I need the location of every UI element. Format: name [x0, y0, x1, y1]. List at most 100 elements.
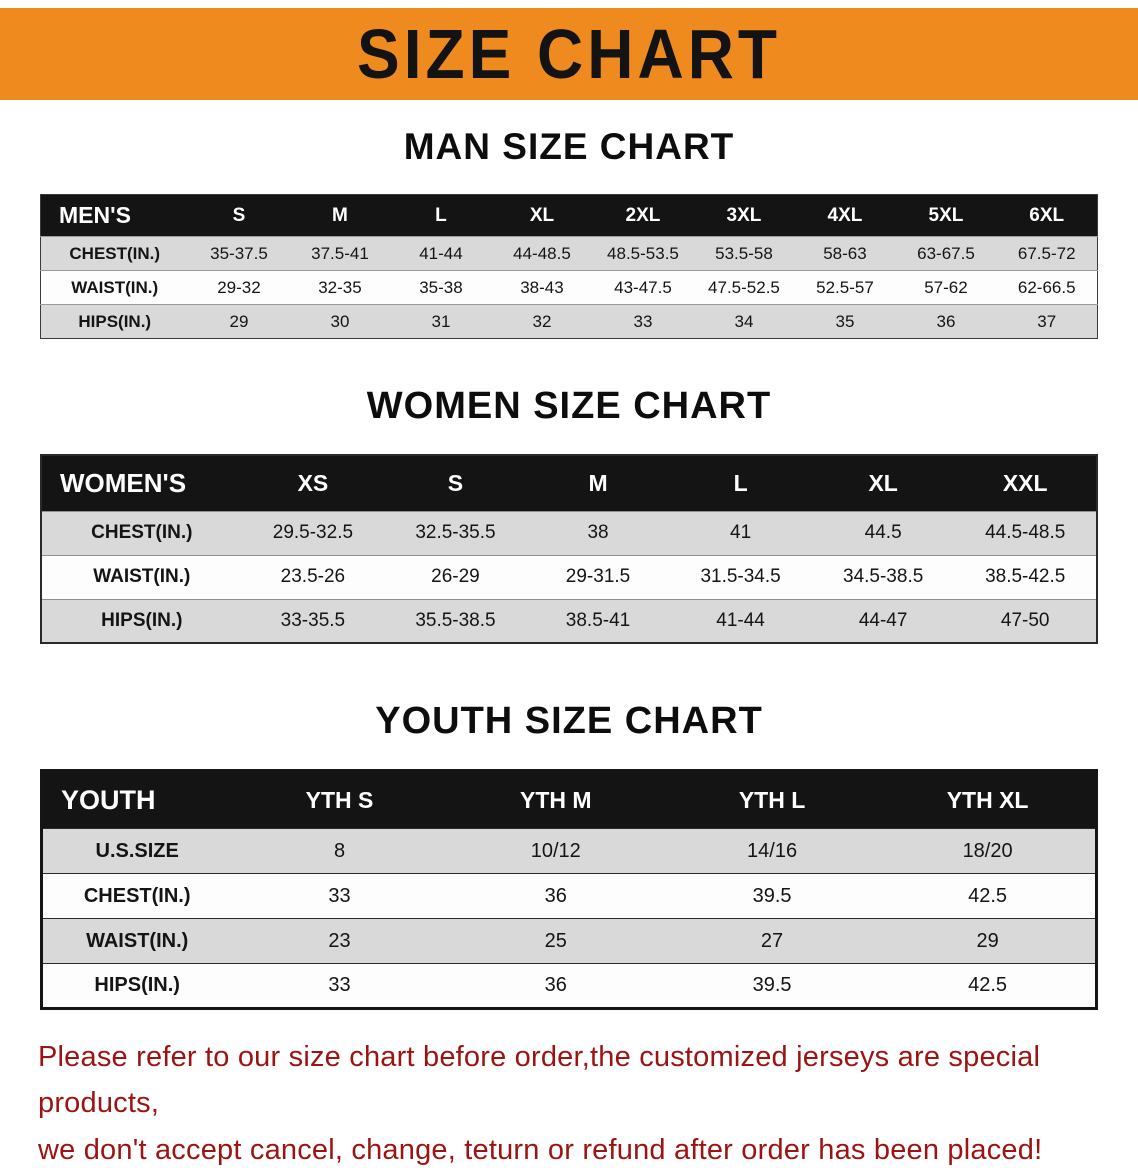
table-row: HIPS(IN.) 33 36 39.5 42.5 [41, 963, 1097, 1009]
size-value-cell: 29 [188, 304, 290, 339]
table-row: CHEST(IN.) 35-37.5 37.5-41 41-44 44-48.5 48.5… [40, 236, 1098, 271]
size-value-cell: 14/16 [663, 828, 881, 874]
women-size-table-header: WOMEN'S XS S M L XL XXL [41, 455, 1097, 511]
row-label: HIPS(IN.) [40, 304, 189, 339]
size-chart-page: SIZE CHART MAN SIZE CHART MEN'S S M L XL 2XL 3… [0, 8, 1138, 1166]
size-value-cell: 18/20 [880, 828, 1097, 874]
size-value-cell: 29-32 [188, 270, 290, 305]
size-column-header: YTH XL [880, 770, 1097, 829]
table-row: WAIST(IN.) 23.5-26 26-29 29-31.5 31.5-34.5 34… [41, 554, 1097, 599]
size-column-header: XXL [954, 455, 1097, 511]
size-value-cell: 58-63 [794, 236, 896, 271]
size-value-cell: 41 [669, 510, 812, 555]
size-value-cell: 42.5 [880, 873, 1097, 919]
size-column-header: 6XL [996, 194, 1098, 237]
size-value-cell: 31.5-34.5 [669, 554, 812, 599]
size-value-cell: 31 [390, 304, 492, 339]
size-value-cell: 48.5-53.5 [592, 236, 694, 271]
size-value-cell: 35.5-38.5 [384, 598, 527, 643]
table-row: WAIST(IN.) 23 25 27 29 [41, 918, 1097, 964]
row-label: CHEST(IN.) [41, 873, 232, 919]
size-value-cell: 52.5-57 [794, 270, 896, 305]
size-column-header: L [669, 455, 812, 511]
row-label: U.S.SIZE [41, 828, 232, 874]
size-column-header: S [384, 455, 527, 511]
size-value-cell: 47.5-52.5 [693, 270, 795, 305]
size-value-cell: 37 [996, 304, 1098, 339]
size-value-cell: 36 [895, 304, 997, 339]
table-row: CHEST(IN.) 29.5-32.5 32.5-35.5 38 41 44.5 44.5… [41, 510, 1097, 555]
row-label: HIPS(IN.) [41, 598, 242, 643]
women-size-chart-section: WOMEN SIZE CHART WOMEN'S XS S M L XL XXL CHEST… [0, 385, 1138, 644]
size-value-cell: 35-38 [390, 270, 492, 305]
size-value-cell: 53.5-58 [693, 236, 795, 271]
man-size-table-body: CHEST(IN.) 35-37.5 37.5-41 41-44 44-48.5 48.5… [40, 236, 1098, 339]
size-value-cell: 34 [693, 304, 795, 339]
table-row: HIPS(IN.) 33-35.5 35.5-38.5 38.5-41 41-44 44-… [41, 598, 1097, 643]
table-row: HIPS(IN.) 29 30 31 32 33 34 35 36 37 [40, 304, 1098, 339]
size-value-cell: 35-37.5 [188, 236, 290, 271]
size-value-cell: 26-29 [384, 554, 527, 599]
size-column-header: 2XL [592, 194, 694, 237]
man-size-chart-section: MAN SIZE CHART MEN'S S M L XL 2XL 3XL 4XL 5XL 6XL… [0, 126, 1138, 339]
header-row: MEN'S S M L XL 2XL 3XL 4XL 5XL 6XL [40, 194, 1098, 237]
size-value-cell: 36 [447, 873, 664, 919]
size-column-header: 5XL [895, 194, 997, 237]
size-value-cell: 38 [526, 510, 670, 555]
banner: SIZE CHART [0, 8, 1138, 100]
size-column-header: L [390, 194, 492, 237]
size-value-cell: 41-44 [390, 236, 492, 271]
size-value-cell: 8 [231, 828, 448, 874]
size-value-cell: 10/12 [447, 828, 664, 874]
women-size-table: WOMEN'S XS S M L XL XXL CHEST(IN.) 29.5-32.5 32.… [40, 454, 1098, 644]
man-size-table-header: MEN'S S M L XL 2XL 3XL 4XL 5XL 6XL [40, 194, 1098, 237]
row-label: HIPS(IN.) [41, 963, 232, 1009]
size-value-cell: 62-66.5 [996, 270, 1098, 305]
size-column-header: XL [491, 194, 593, 237]
size-column-header: 4XL [794, 194, 896, 237]
table-group-label: WOMEN'S [41, 455, 242, 511]
size-value-cell: 38.5-42.5 [954, 554, 1097, 599]
row-label: WAIST(IN.) [40, 270, 189, 305]
size-value-cell: 44.5 [811, 510, 955, 555]
disclaimer-line-1: Please refer to our size chart before or… [38, 1041, 1041, 1120]
size-value-cell: 33-35.5 [241, 598, 385, 643]
size-column-header: M [289, 194, 391, 237]
size-value-cell: 44-47 [811, 598, 955, 643]
size-value-cell: 38.5-41 [526, 598, 670, 643]
size-column-header: S [188, 194, 290, 237]
size-value-cell: 32-35 [289, 270, 391, 305]
size-value-cell: 29-31.5 [526, 554, 670, 599]
youth-size-table: YOUTH YTH S YTH M YTH L YTH XL U.S.SIZE 8 10/1… [40, 769, 1098, 1010]
size-value-cell: 35 [794, 304, 896, 339]
size-value-cell: 67.5-72 [996, 236, 1098, 271]
size-value-cell: 33 [592, 304, 694, 339]
size-value-cell: 23 [231, 918, 448, 964]
row-label: CHEST(IN.) [41, 510, 242, 555]
page-title: SIZE CHART [357, 15, 781, 93]
size-value-cell: 47-50 [954, 598, 1097, 643]
size-value-cell: 23.5-26 [241, 554, 385, 599]
youth-size-chart-section: YOUTH SIZE CHART YOUTH YTH S YTH M YTH L YTH… [0, 700, 1138, 1010]
table-row: WAIST(IN.) 29-32 32-35 35-38 38-43 43-47.5 47.… [40, 270, 1098, 305]
size-value-cell: 42.5 [880, 963, 1097, 1009]
size-value-cell: 33 [231, 963, 448, 1009]
women-size-chart-title: WOMEN SIZE CHART [366, 385, 772, 427]
size-value-cell: 33 [231, 873, 448, 919]
size-column-header: YTH M [447, 770, 664, 829]
size-value-cell: 57-62 [895, 270, 997, 305]
size-value-cell: 29.5-32.5 [241, 510, 385, 555]
table-row: U.S.SIZE 8 10/12 14/16 18/20 [41, 828, 1097, 874]
size-column-header: YTH L [663, 770, 881, 829]
size-column-header: XL [811, 455, 955, 511]
man-size-table: MEN'S S M L XL 2XL 3XL 4XL 5XL 6XL CHEST(IN.) 35-3… [40, 194, 1098, 339]
size-value-cell: 36 [447, 963, 664, 1009]
disclaimer: Please refer to our size chart before or… [0, 1034, 1138, 1173]
size-value-cell: 44-48.5 [491, 236, 593, 271]
header-row: WOMEN'S XS S M L XL XXL [41, 455, 1097, 511]
row-label: WAIST(IN.) [41, 918, 232, 964]
size-value-cell: 27 [663, 918, 881, 964]
table-group-label: MEN'S [40, 194, 189, 237]
size-value-cell: 44.5-48.5 [954, 510, 1097, 555]
table-group-label: YOUTH [41, 770, 232, 829]
